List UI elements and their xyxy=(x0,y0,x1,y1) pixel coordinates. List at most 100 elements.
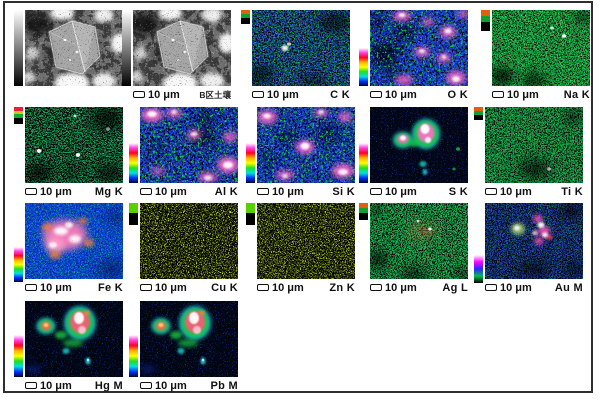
map-area-aum xyxy=(485,203,583,279)
colorbar-stripe xyxy=(14,111,23,114)
scale-bar-icon xyxy=(370,284,382,291)
scale-bar-group: 10 μm xyxy=(25,380,72,392)
scale-bar-icon xyxy=(140,188,152,195)
caption-aum: 10 μm Au M xyxy=(485,281,583,294)
scale-label: 10 μm xyxy=(155,185,187,198)
colorbar-stripe xyxy=(359,213,368,220)
panel-hgm: 10 μm Hg M xyxy=(12,301,123,393)
scale-bar-icon xyxy=(257,188,269,195)
panel-cuk: 10 μm Cu K xyxy=(127,203,238,295)
map-image-aum xyxy=(485,203,583,279)
map-area-tik xyxy=(485,107,583,183)
scale-bar-group: 10 μm xyxy=(133,89,180,101)
map-image-pbm xyxy=(140,301,238,377)
element-label: Ag L xyxy=(442,281,468,294)
caption-fek: 10 μm Fe K xyxy=(25,281,123,294)
scale-bar-group: 10 μm xyxy=(370,89,417,101)
caption-ck: 10 μm C K xyxy=(252,88,350,101)
colorbar-fek xyxy=(14,247,23,282)
caption-mgk: 10 μm Mg K xyxy=(25,185,123,198)
map-area-mgk xyxy=(25,107,123,183)
caption-sik: 10 μm Si K xyxy=(257,185,355,198)
colorbar-stripe xyxy=(359,208,368,213)
colorbar-agl xyxy=(359,203,368,220)
element-label: Cu K xyxy=(211,281,238,294)
colorbar-sem2 xyxy=(122,10,131,86)
scale-bar-group: 10 μm xyxy=(257,282,304,294)
scale-bar-icon xyxy=(252,91,264,98)
element-label: Zn K xyxy=(329,281,355,294)
element-label: O K xyxy=(447,88,468,101)
scale-bar-group: 10 μm xyxy=(485,282,532,294)
colorbar-sem1 xyxy=(14,10,23,86)
caption-hgm: 10 μm Hg M xyxy=(25,379,123,392)
map-area-agl xyxy=(370,203,468,279)
scale-bar-icon xyxy=(485,188,497,195)
map-area-znk xyxy=(257,203,355,279)
panel-sik: 10 μm Si K xyxy=(244,107,355,199)
scale-label: 10 μm xyxy=(272,185,304,198)
colorbar-ok xyxy=(359,48,368,86)
colorbar-stripe xyxy=(481,22,490,31)
scale-bar-group: 10 μm xyxy=(485,186,532,198)
map-image-fek xyxy=(25,203,123,279)
map-image-sem2 xyxy=(133,10,231,86)
colorbar-stripe xyxy=(474,107,483,111)
colorbar-stripe xyxy=(129,213,138,225)
colorbar-alk xyxy=(129,143,138,183)
element-label: S K xyxy=(448,185,468,198)
panel-pbm: 10 μm Pb M xyxy=(127,301,238,393)
map-image-sem1 xyxy=(25,10,123,86)
panel-ck: 10 μm C K xyxy=(239,10,350,102)
element-label: Ti K xyxy=(561,185,583,198)
map-image-ck xyxy=(252,10,350,86)
map-image-mgk xyxy=(25,107,123,183)
element-label: Na K xyxy=(563,88,590,101)
colorbar-stripe xyxy=(481,10,490,16)
scale-label: 10 μm xyxy=(155,379,187,392)
map-area-sem1 xyxy=(25,10,123,86)
figure-frame xyxy=(3,1,593,393)
scale-bar-icon xyxy=(370,188,382,195)
scale-bar-group: 10 μm xyxy=(370,282,417,294)
panel-sk: 10 μm S K xyxy=(357,107,468,199)
scale-bar-icon xyxy=(25,382,37,389)
colorbar-stripe xyxy=(14,114,23,118)
panel-fek: 10 μm Fe K xyxy=(12,203,123,295)
panel-aum: 10 μm Au M xyxy=(472,203,583,295)
element-label: Si K xyxy=(332,185,355,198)
scale-label: 10 μm xyxy=(507,88,539,101)
scale-bar-group: 10 μm xyxy=(25,282,72,294)
caption-tik: 10 μm Ti K xyxy=(485,185,583,198)
map-area-cuk xyxy=(140,203,238,279)
caption-znk: 10 μm Zn K xyxy=(257,281,355,294)
colorbar-stripe xyxy=(129,203,138,213)
scale-label: 10 μm xyxy=(385,281,417,294)
scale-bar-icon xyxy=(370,91,382,98)
caption-pbm: 10 μm Pb M xyxy=(140,379,238,392)
scale-bar-group: 10 μm xyxy=(140,186,187,198)
map-image-cuk xyxy=(140,203,238,279)
caption-sk: 10 μm S K xyxy=(370,185,468,198)
scale-bar-icon xyxy=(485,284,497,291)
element-label: C K xyxy=(330,88,350,101)
map-image-sk xyxy=(370,107,468,183)
panel-sem2: 10 μm B区土壤 xyxy=(120,10,231,102)
element-label: Fe K xyxy=(97,281,123,294)
scale-bar-icon xyxy=(25,284,37,291)
caption-nak: 10 μm Na K xyxy=(492,88,590,101)
panel-alk: 10 μm Al K xyxy=(127,107,238,199)
scale-label: 10 μm xyxy=(385,88,417,101)
scale-bar-group: 10 μm xyxy=(492,89,539,101)
colorbar-stripe xyxy=(474,111,483,115)
element-label: Pb M xyxy=(210,379,238,392)
colorbar-mgk xyxy=(14,107,23,124)
scale-bar-icon xyxy=(140,284,152,291)
map-area-fek xyxy=(25,203,123,279)
colorbar-stripe xyxy=(14,118,23,124)
caption-agl: 10 μm Ag L xyxy=(370,281,468,294)
caption-sem1 xyxy=(25,88,123,101)
map-area-sik xyxy=(257,107,355,183)
scale-label: 10 μm xyxy=(385,185,417,198)
